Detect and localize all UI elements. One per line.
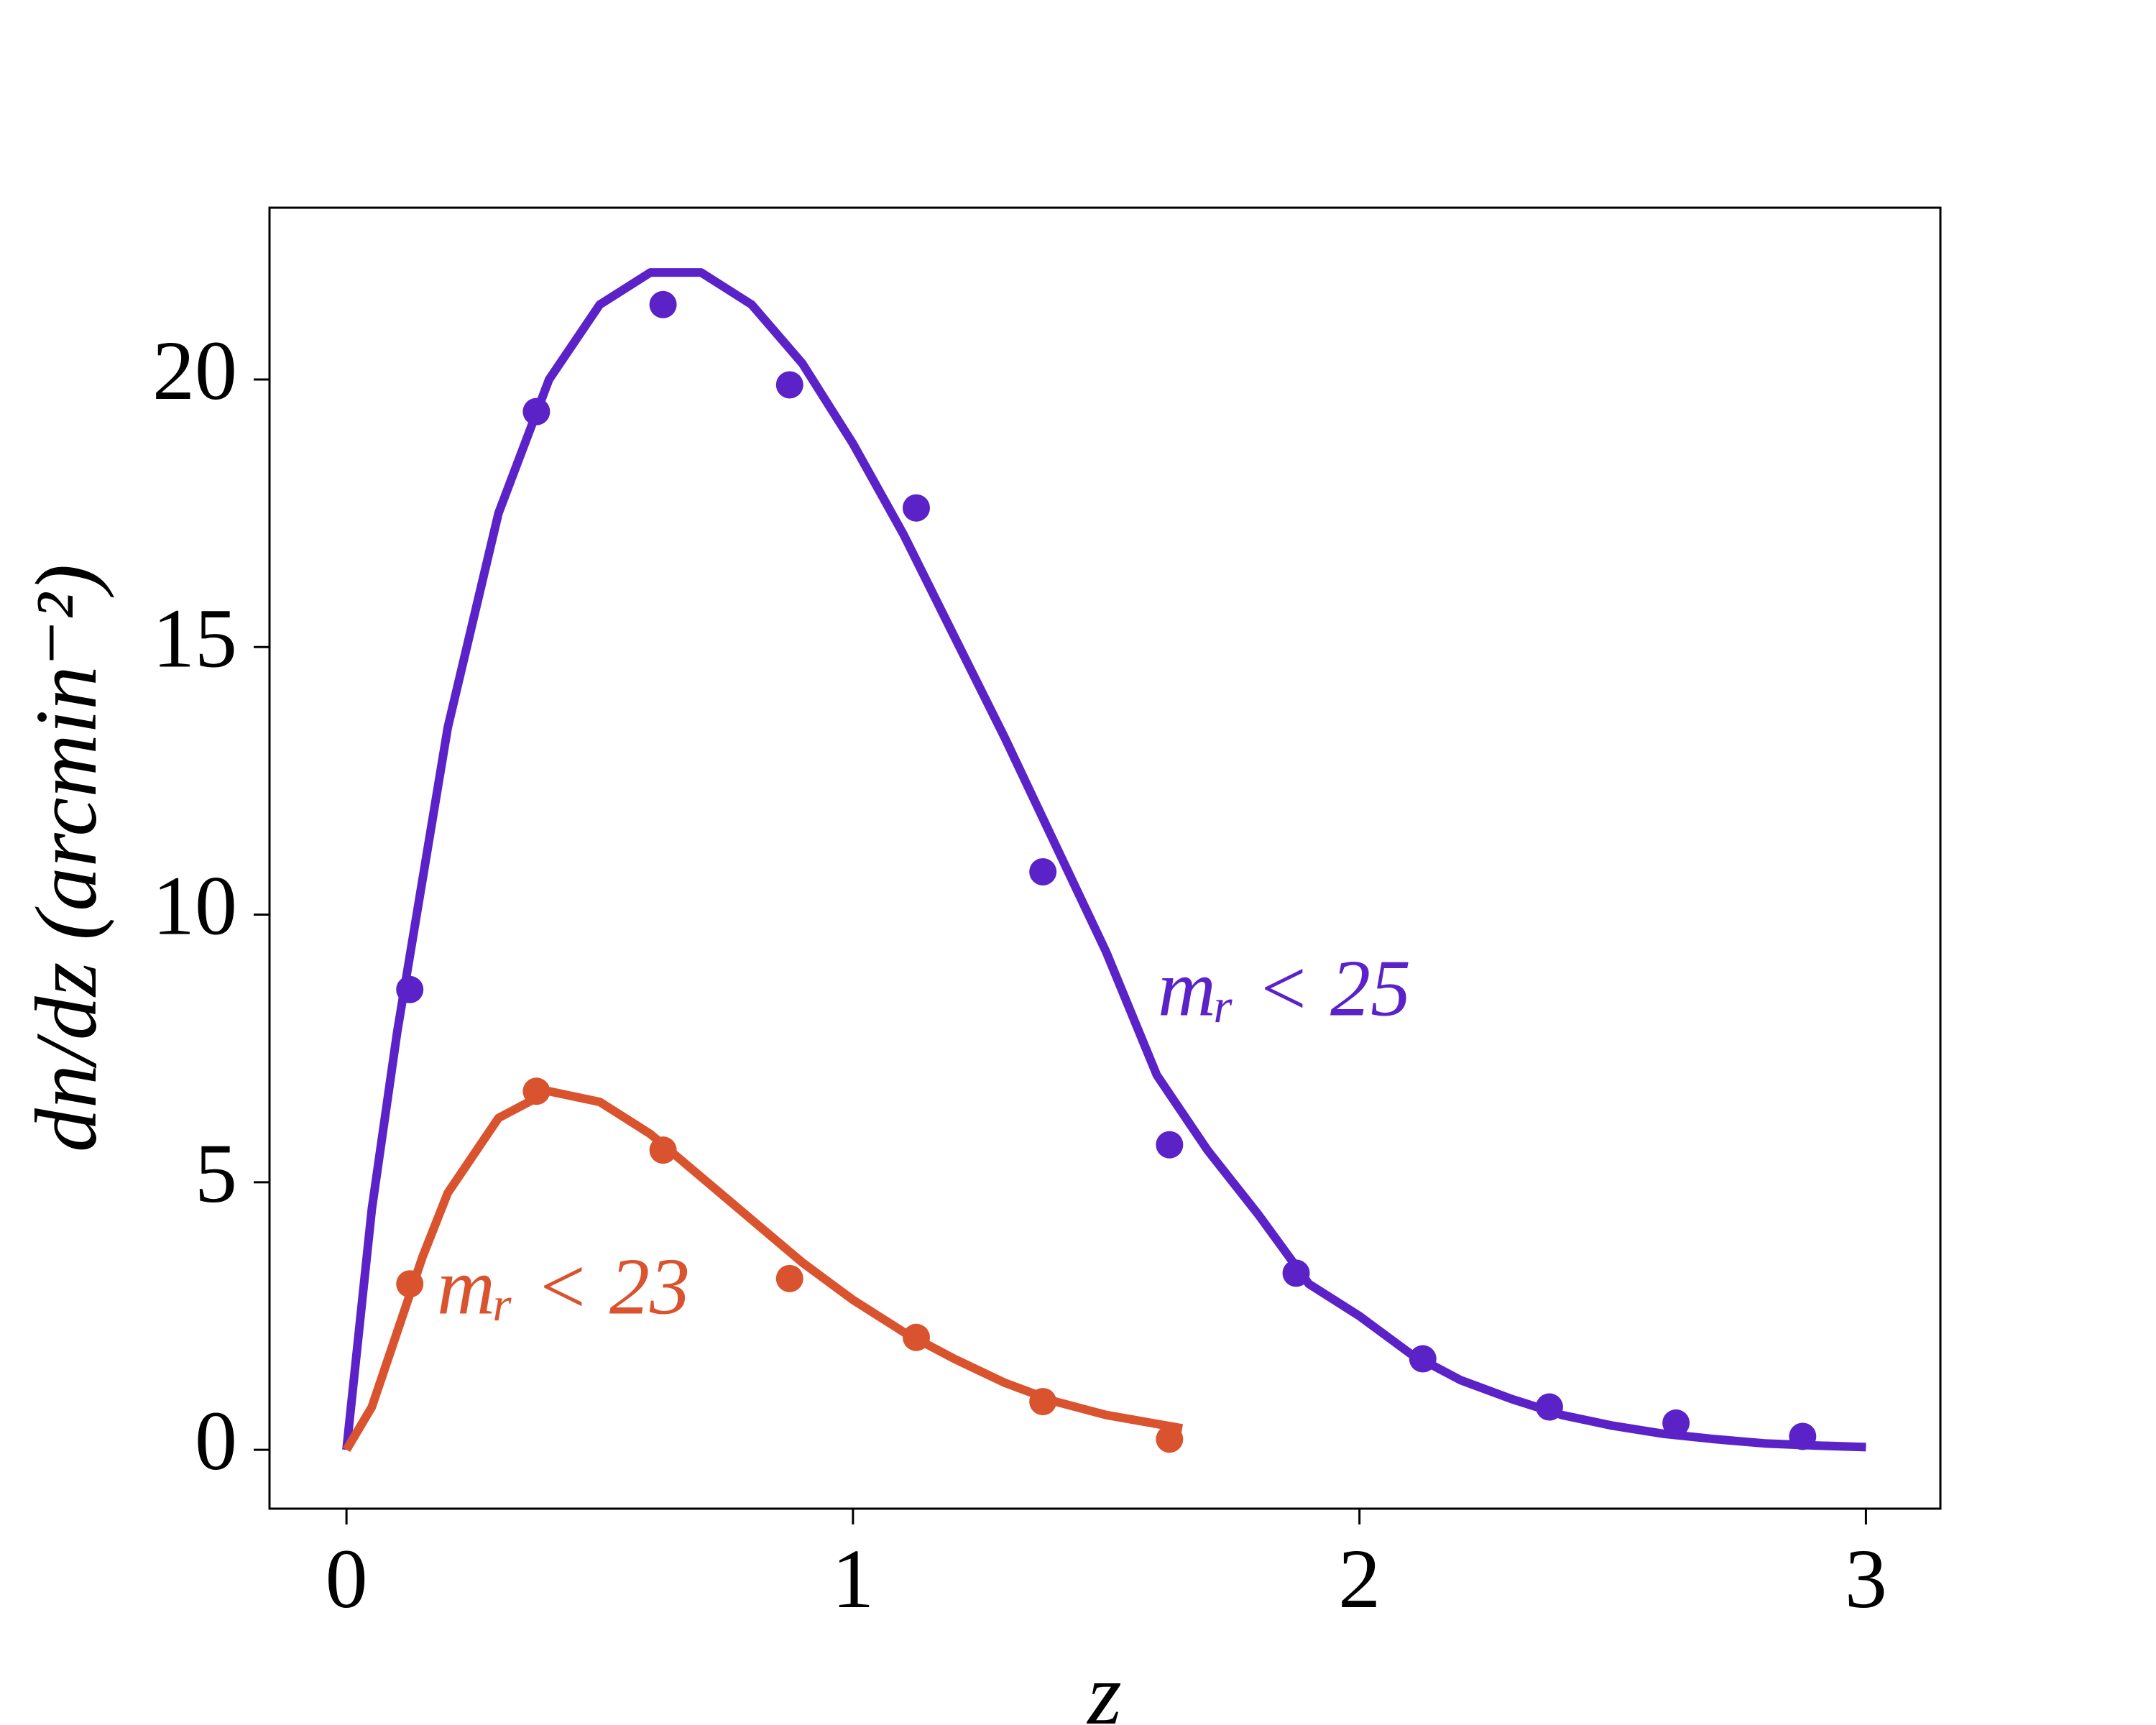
series-label: mᵣ < 25 — [1158, 944, 1411, 1034]
data-point — [1282, 1259, 1310, 1287]
data-point — [649, 1136, 677, 1164]
data-point — [775, 1264, 803, 1292]
data-point — [1535, 1393, 1563, 1421]
y-tick-label: 5 — [195, 1126, 237, 1220]
y-axis-label: dn/dz (arcmin⁻²) — [18, 564, 115, 1152]
data-point — [396, 1270, 424, 1298]
data-point — [775, 371, 803, 399]
x-tick-label: 0 — [326, 1532, 368, 1626]
y-tick-label: 10 — [152, 859, 237, 953]
data-point — [522, 1077, 550, 1105]
x-axis-label: z — [1086, 1646, 1121, 1725]
data-point — [1662, 1409, 1690, 1437]
y-tick-label: 0 — [195, 1394, 237, 1488]
data-point — [902, 1323, 930, 1351]
data-point — [396, 975, 424, 1003]
fit-curve — [342, 268, 1866, 1452]
y-tick-label: 20 — [152, 323, 237, 418]
data-point — [1029, 857, 1057, 886]
data-point — [522, 397, 550, 426]
plot-frame — [268, 206, 1942, 1510]
data-point — [1029, 1388, 1057, 1416]
x-tick-label: 1 — [831, 1532, 874, 1626]
data-point — [902, 494, 930, 522]
data-point — [1156, 1131, 1184, 1159]
data-point — [1409, 1345, 1437, 1373]
data-point — [649, 290, 677, 318]
x-tick-label: 3 — [1845, 1532, 1887, 1626]
fit-curve — [342, 1087, 1184, 1453]
data-point — [1789, 1422, 1817, 1450]
series-label: mᵣ < 23 — [437, 1243, 690, 1332]
y-tick-label: 15 — [152, 591, 237, 685]
x-tick-label: 2 — [1338, 1532, 1381, 1626]
data-point — [1156, 1425, 1184, 1453]
